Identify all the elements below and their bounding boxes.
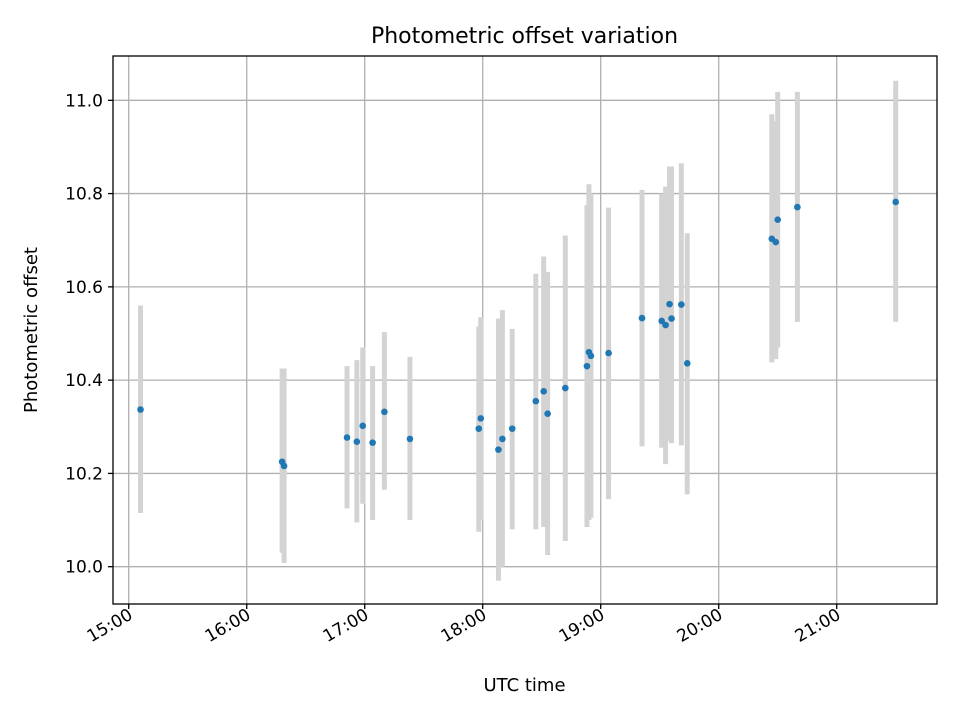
data-point <box>477 415 485 422</box>
data-point <box>678 301 685 308</box>
y-tick-label: 10.8 <box>65 185 103 205</box>
x-tick-label: 15:00 <box>84 605 136 647</box>
point-layer <box>137 198 900 470</box>
data-point <box>683 360 691 367</box>
data-point <box>794 203 801 211</box>
tick-layer: 15:00 16:00 17:00 18:00 19:00 20:00 21:00 10.0 1… <box>65 91 844 647</box>
grid-layer <box>113 56 937 604</box>
y-tick-label: 10.0 <box>65 558 103 578</box>
y-axis-label: Photometric offset <box>21 247 42 413</box>
data-point <box>540 388 547 395</box>
data-point <box>892 198 900 206</box>
data-point <box>532 397 540 405</box>
x-tick-label: 20:00 <box>674 605 726 647</box>
data-point <box>562 384 569 392</box>
data-point <box>280 462 288 470</box>
x-axis-label: UTC time <box>483 675 565 696</box>
x-tick-label: 16:00 <box>202 605 254 647</box>
data-point <box>495 446 502 453</box>
data-point <box>668 315 675 322</box>
data-point <box>353 438 361 445</box>
data-point <box>605 349 612 357</box>
data-point <box>658 317 665 325</box>
y-tick-label: 11.0 <box>65 91 103 111</box>
y-tick-label: 10.6 <box>65 278 103 298</box>
data-point <box>544 410 551 418</box>
data-point <box>774 216 782 224</box>
x-tick-label: 19:00 <box>556 605 608 647</box>
data-point <box>666 300 673 308</box>
data-point <box>583 362 591 370</box>
data-point <box>772 238 780 246</box>
data-point <box>381 408 388 416</box>
x-tick-label: 21:00 <box>792 605 844 647</box>
plot-frame <box>112 55 938 605</box>
data-point <box>406 435 414 443</box>
data-point <box>499 435 506 443</box>
data-point <box>137 406 144 413</box>
data-point <box>638 314 646 322</box>
y-tick-label: 10.2 <box>65 464 103 484</box>
data-point <box>587 352 595 360</box>
errorbar-layer <box>138 80 899 581</box>
data-point <box>343 434 351 441</box>
x-tick-label: 17:00 <box>320 605 372 647</box>
x-tick-label: 18:00 <box>438 605 490 647</box>
y-tick-label: 10.4 <box>65 371 103 391</box>
data-point <box>359 422 367 430</box>
data-point <box>662 321 669 329</box>
data-point <box>508 425 516 432</box>
chart-title: Photometric offset variation <box>371 24 678 49</box>
data-point <box>475 425 483 432</box>
data-point <box>369 439 376 446</box>
